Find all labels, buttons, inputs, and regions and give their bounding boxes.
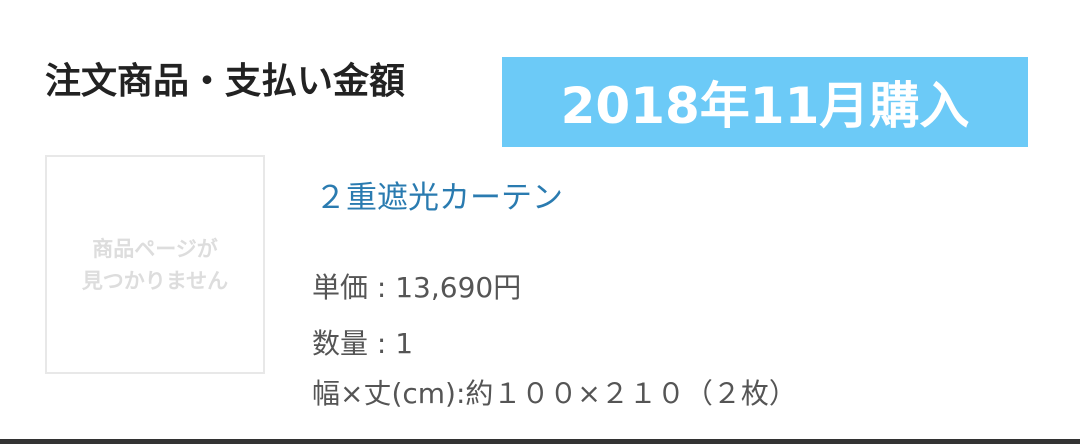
product-image-placeholder: 商品ページが 見つかりません bbox=[45, 155, 265, 374]
purchase-date-badge: 2018年11月購入 bbox=[502, 57, 1028, 147]
placeholder-text-1: 商品ページが bbox=[92, 236, 218, 261]
section-title: 注文商品・支払い金額 bbox=[45, 61, 406, 102]
product-name-link[interactable]: ２重遮光カーテン bbox=[315, 180, 563, 216]
size: 幅×丈(cm):約１００×２１０（２枚） bbox=[312, 377, 797, 410]
unit-price: 単価 : 13,690円 bbox=[312, 271, 522, 304]
quantity: 数量 : 1 bbox=[312, 327, 414, 360]
placeholder-text-2: 見つかりません bbox=[81, 268, 229, 293]
divider bbox=[0, 439, 1080, 444]
